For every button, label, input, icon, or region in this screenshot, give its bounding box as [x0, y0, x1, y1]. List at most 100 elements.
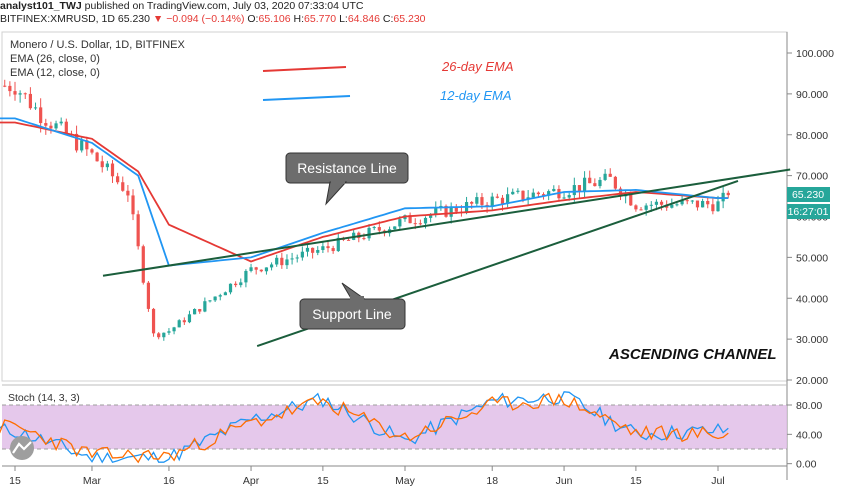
candle-body	[8, 85, 12, 92]
candle-body	[18, 93, 22, 95]
ema26-key-line	[262, 66, 347, 72]
high-value: 65.770	[304, 13, 337, 25]
candle-body	[521, 190, 525, 200]
candle-body	[44, 123, 48, 126]
candle-body	[116, 176, 120, 183]
candle-body	[449, 206, 453, 217]
candle-body	[608, 173, 612, 177]
candle-body	[695, 200, 700, 208]
symbol-bar: BITFINEX:XMRUSD, 1D 65.230 ▼ −0.094 (−0.…	[0, 13, 426, 25]
candle-body	[151, 308, 156, 334]
candle-body	[213, 296, 217, 301]
time-tick-label: 18	[486, 475, 498, 487]
ema26-label: 26-day EMA	[441, 59, 514, 74]
candle-body	[598, 179, 602, 187]
time-tick-label: 15	[9, 475, 21, 487]
candle-body	[398, 219, 402, 227]
candle-body	[264, 267, 269, 272]
candle-body	[511, 191, 515, 195]
candle-body	[13, 91, 17, 95]
candle-body	[74, 133, 79, 151]
stoch-k-line	[0, 391, 729, 464]
last-price: 65.230	[117, 13, 150, 25]
support-callout: Support Line	[299, 282, 406, 330]
price-chart[interactable]: Monero / U.S. Dollar, 1D, BITFINEX EMA (…	[0, 28, 844, 498]
stoch-tick-label: 0.00	[796, 459, 817, 471]
candle-body	[228, 283, 233, 293]
candle-body	[480, 197, 484, 205]
publish-info: published on TradingView.com, July 03, 2…	[84, 0, 364, 12]
svg-text:65.230: 65.230	[792, 189, 824, 201]
candle-body	[506, 194, 510, 204]
candle-body	[408, 215, 412, 224]
svg-text:16:27:01: 16:27:01	[788, 206, 829, 218]
stoch-tick-label: 40.00	[796, 429, 822, 441]
channel-label: ASCENDING CHANNEL	[608, 346, 777, 363]
candle-body	[95, 152, 99, 162]
candle-body	[311, 247, 315, 253]
candle-body	[59, 121, 63, 124]
price-tick-label: 30.000	[796, 334, 828, 346]
candle-body	[582, 177, 587, 192]
price-tick-label: 40.000	[796, 293, 828, 305]
candle-body	[290, 258, 294, 260]
candle-body	[577, 185, 582, 192]
candle-body	[254, 267, 258, 270]
candle-body	[541, 194, 546, 196]
stoch-axis: 80.00 40.00 0.00	[787, 400, 822, 471]
candle-body	[675, 204, 679, 206]
price-tick-label: 50.000	[796, 252, 828, 264]
candle-body	[326, 246, 330, 249]
price-tick-label: 80.000	[796, 130, 828, 142]
candle-body	[552, 188, 556, 192]
candle-body	[90, 149, 94, 153]
candle-body	[146, 282, 151, 309]
chart-title: Monero / U.S. Dollar, 1D, BITFINEX	[10, 39, 185, 51]
time-tick-label: 15	[317, 475, 329, 487]
close-value: 65.230	[393, 13, 426, 25]
candle-body	[182, 320, 186, 323]
candle-body	[690, 200, 694, 202]
candle-body	[701, 200, 705, 208]
down-arrow-icon: ▼	[152, 13, 164, 25]
candle-body	[475, 197, 479, 204]
candle-body	[367, 227, 371, 239]
candle-body	[167, 331, 171, 333]
candle-body	[716, 201, 720, 212]
candle-body	[305, 247, 310, 252]
candle-body	[547, 191, 551, 196]
time-tick-label: May	[395, 475, 416, 487]
candle-body	[670, 204, 674, 208]
candle-body	[377, 227, 381, 231]
price-tick-label: 70.000	[796, 171, 828, 183]
ema26-legend: EMA (26, close, 0)	[10, 53, 100, 65]
candle-body	[208, 300, 212, 302]
candle-body	[500, 197, 505, 204]
candle-body	[572, 185, 576, 196]
candle-body	[300, 251, 304, 258]
symbol-label: BITFINEX:XMRUSD, 1D	[0, 13, 115, 25]
candle-body	[470, 202, 474, 204]
candle-body	[203, 301, 207, 312]
candle-body	[244, 270, 248, 283]
candle-body	[413, 223, 417, 225]
candle-body	[141, 246, 145, 283]
candle-body	[64, 121, 68, 134]
candle-body	[234, 283, 238, 286]
candle-body	[331, 248, 335, 252]
time-tick-label: 15	[630, 475, 642, 487]
candle-body	[126, 190, 130, 196]
time-tick-label: Jul	[711, 475, 724, 487]
candle-body	[654, 201, 659, 205]
candle-body	[80, 140, 84, 151]
candle-body	[434, 207, 438, 215]
candle-body	[162, 332, 166, 338]
time-tick-label: 16	[163, 475, 175, 487]
ema12-line	[0, 117, 729, 267]
candle-body	[706, 200, 710, 205]
candle-body	[223, 292, 227, 296]
candle-body	[280, 257, 284, 266]
candle-body	[490, 196, 494, 207]
candle-body	[618, 188, 623, 197]
candle-body	[49, 125, 53, 129]
